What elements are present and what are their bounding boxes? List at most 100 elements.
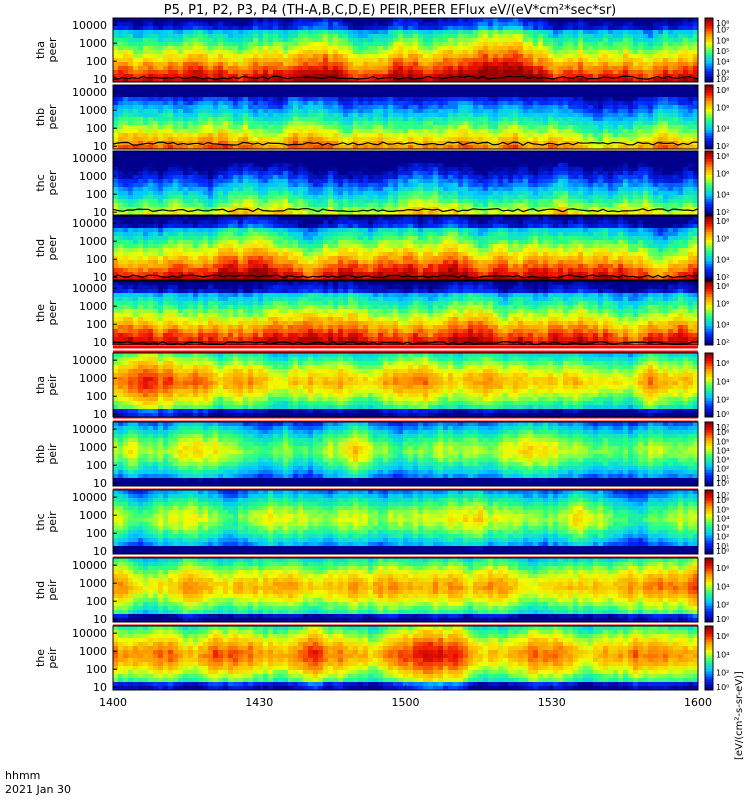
colorbar-tick-label: 10⁶ — [716, 564, 729, 573]
y-tick-label: 1000 — [79, 577, 107, 590]
colorbar-tick-label: 10² — [716, 533, 729, 542]
y-tick-label: 10000 — [72, 354, 107, 367]
heatmap-cells — [113, 216, 699, 281]
colorbar-tick-label: 10⁵ — [716, 437, 729, 446]
panel-probe-label: tha — [34, 376, 47, 394]
y-tick-label: 10 — [93, 73, 107, 86]
colorbar-tick-label: 10⁴ — [716, 321, 729, 330]
y-tick-label: 10 — [93, 140, 107, 153]
colorbar: 10⁶ 10⁴ 10² 10⁰ — [704, 625, 729, 692]
spacecraft-potential-line — [112, 274, 699, 279]
y-tick-label: 10 — [93, 336, 107, 349]
colorbar-tick-label: 10³ — [716, 456, 729, 465]
y-tick-label: 10000 — [72, 217, 107, 230]
panel-separator — [113, 484, 698, 491]
colorbar-tick-label: 10⁸ — [716, 86, 729, 95]
x-axis-unit-label: hhmm — [5, 769, 40, 782]
colorbar: 10⁶ 10⁴ 10² 10⁰ — [704, 352, 729, 419]
panel-species-label: peir — [46, 374, 59, 396]
colorbar-tick-label: 10³ — [716, 68, 729, 77]
colorbar-tick-label: 10⁶ — [716, 103, 729, 112]
heatmap-cells — [113, 281, 699, 346]
colorbar-tick-label: 10⁸ — [716, 152, 729, 161]
colorbar-tick-label: 10⁵ — [716, 505, 729, 514]
panel-species-label: peer — [46, 300, 59, 326]
colorbar-tick-label: 10⁶ — [716, 299, 729, 308]
colorbar-tick-label: 10² — [716, 142, 729, 151]
colorbar-tick-label: 10⁶ — [716, 359, 729, 368]
panel-separator — [113, 346, 698, 353]
colorbar-tick-label: 10⁴ — [716, 125, 729, 134]
y-tick-label: 100 — [86, 253, 107, 266]
y-tick-label: 10000 — [72, 627, 107, 640]
panel-frame — [112, 557, 699, 623]
y-tick-label: 1000 — [79, 509, 107, 522]
y-tick-label: 10000 — [72, 423, 107, 436]
colorbar-tick-label: 10² — [716, 396, 729, 405]
panel-frame — [112, 215, 699, 281]
x-tick-label: 1430 — [245, 696, 273, 709]
y-tick-label: 10 — [93, 408, 107, 421]
y-tick-label: 10 — [93, 477, 107, 490]
colorbar-tick-label: 10⁷ — [716, 491, 729, 500]
y-tick-label: 100 — [86, 390, 107, 403]
colorbar-tick-label: 10⁶ — [716, 169, 729, 178]
y-tick-label: 10000 — [72, 491, 107, 504]
heatmap-cells — [113, 18, 699, 83]
panel-thb-peer: 10 100 1000 10000 thb peer 10⁸ 10⁶ 10⁴ 10² — [34, 84, 729, 153]
colorbar-tick-label: 10⁸ — [716, 19, 729, 28]
panel-frame — [112, 489, 699, 555]
y-tick-label: 10000 — [72, 86, 107, 99]
colorbar-tick-label: 10¹ — [716, 474, 729, 483]
y-tick-label: 100 — [86, 595, 107, 608]
panel-the-peer: 10 100 1000 10000 the peer 10⁸ 10⁶ 10⁴ 10² — [34, 280, 729, 349]
panel-probe-label: thd — [34, 239, 47, 257]
colorbar-tick-label: 10⁰ — [716, 547, 729, 556]
panel-probe-label: thc — [34, 513, 47, 530]
heatmap-cells — [113, 353, 699, 418]
panel-frame — [112, 352, 699, 418]
panel-probe-label: thb — [34, 445, 47, 463]
y-tick-label: 10 — [93, 681, 107, 694]
y-tick-label: 100 — [86, 527, 107, 540]
colorbar-tick-label: 10¹ — [716, 542, 729, 551]
colorbar: 10⁸ 10⁶ 10⁴ 10² — [704, 215, 729, 282]
panel-separator — [113, 552, 698, 559]
colorbar-tick-label: 10⁰ — [716, 615, 729, 624]
y-tick-label: 1000 — [79, 170, 107, 183]
y-tick-label: 100 — [86, 663, 107, 676]
colorbar-unit-label: [eV/(cm²-s-sr-eV)] — [734, 671, 745, 760]
y-tick-label: 1000 — [79, 372, 107, 385]
panel-species-label: peer — [46, 170, 59, 196]
colorbar-tick-label: 10⁷ — [716, 423, 729, 432]
panel-frame — [112, 421, 699, 487]
colorbar-tick-label: 10⁸ — [716, 282, 729, 291]
colorbar-tick-label: 10⁵ — [716, 47, 729, 56]
colorbar-tick-label: 10² — [716, 273, 729, 282]
colorbar-tick-label: 10⁴ — [716, 377, 729, 386]
colorbar-tick-label: 10⁶ — [716, 632, 729, 641]
colorbar: 10⁸ 10⁶ 10⁴ 10² — [704, 280, 729, 347]
y-tick-label: 1000 — [79, 37, 107, 50]
colorbar-tick-label: 10² — [716, 669, 729, 678]
y-tick-label: 10000 — [72, 559, 107, 572]
panel-the-peir: 10 100 1000 10000 the peir 10⁶ 10⁴ 10² 10⁰ — [34, 625, 729, 694]
panel-species-label: peer — [46, 37, 59, 63]
panel-species-label: peir — [46, 579, 59, 601]
panel-frame — [112, 150, 699, 216]
panel-thc-peer: 10 100 1000 10000 thc peer 10⁸ 10⁶ 10⁴ 10² — [34, 150, 729, 219]
colorbar-tick-label: 10⁴ — [716, 582, 729, 591]
panel-frame — [112, 17, 699, 83]
x-axis: 1400 1430 1500 1530 1600 — [99, 685, 712, 709]
heatmap-cells — [113, 490, 699, 555]
x-tick-label: 1400 — [99, 696, 127, 709]
colorbar: 10⁸ 10⁶ 10⁴ 10² — [704, 84, 729, 151]
colorbar-tick-label: 10⁴ — [716, 191, 729, 200]
